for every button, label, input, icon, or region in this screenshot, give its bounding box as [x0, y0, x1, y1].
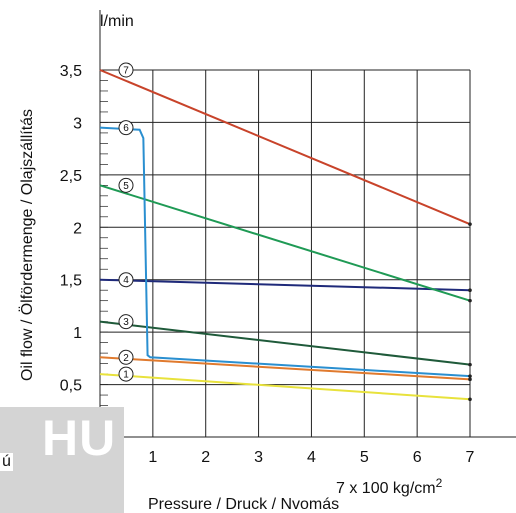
watermark-fragment: ú	[0, 453, 13, 471]
x-axis-unit-text: 7 x 100 kg/cm	[336, 480, 436, 497]
series-endpoint-7	[468, 222, 472, 226]
y-tick-label: 1	[73, 325, 82, 342]
series-endpoint-1	[468, 397, 472, 402]
series-endpoint-3	[468, 362, 472, 367]
series-endpoint-5	[468, 298, 472, 303]
watermark-logo: HU ú	[0, 407, 124, 513]
y-tick-label: 1,5	[60, 273, 82, 290]
y-tick-label: 2	[73, 220, 82, 237]
y-tick-label: 2,5	[60, 168, 82, 185]
x-tick-label: 6	[413, 449, 422, 466]
series-marker-label-2: 2	[123, 353, 129, 364]
x-axis-title: Pressure / Druck / Nvomás	[148, 496, 339, 513]
x-axis-unit: 7 x 100 kg/cm2	[336, 476, 443, 497]
series-marker-1	[118, 366, 134, 382]
x-tick-label: 4	[307, 449, 316, 466]
series-marker-5	[118, 177, 134, 193]
series-marker-label-3: 3	[123, 317, 129, 328]
series-marker-label-7: 7	[123, 66, 129, 77]
series-line-7	[99, 69, 471, 226]
series-endpoint-2	[468, 377, 472, 382]
series-line-6	[99, 126, 471, 378]
series-marker-3	[118, 314, 134, 330]
y-axis-title: Oil flow / Ölfördermenge / Olajszállítás	[18, 109, 36, 381]
x-tick-label: 7	[466, 449, 475, 466]
series-endpoint-6	[468, 374, 472, 378]
y-axis-unit: l/min	[100, 13, 134, 30]
series-line-1	[99, 373, 471, 401]
series-marker-label-6: 6	[123, 123, 129, 134]
series-line-2	[99, 356, 471, 381]
series-markers: 1 2 3 4 5 6 7	[118, 62, 134, 382]
series-marker-label-4: 4	[123, 275, 129, 286]
series-marker-2	[118, 349, 134, 365]
y-tick-label: 0,5	[60, 378, 82, 395]
x-tick-labels: 1 2 3 4 5 6 7	[148, 449, 474, 466]
series-marker-4	[118, 272, 134, 288]
watermark-text: HU	[42, 410, 117, 466]
series-marker-label-5: 5	[123, 181, 129, 192]
x-tick-label: 5	[360, 449, 369, 466]
series-line-5	[99, 184, 471, 302]
series-line-3	[99, 320, 471, 366]
x-tick-label: 1	[148, 449, 157, 466]
x-tick-label: 3	[254, 449, 263, 466]
series-marker-7	[118, 62, 134, 78]
y-tick-labels: 0,5 1 1,5 2 2,5 3 3,5	[60, 63, 82, 395]
y-tick-label: 3,5	[60, 63, 82, 80]
x-axis-unit-superscript: 2	[436, 476, 443, 490]
series-lines	[99, 69, 472, 402]
series-marker-6	[118, 120, 134, 136]
series-line-4	[99, 278, 471, 292]
grid	[99, 10, 516, 438]
series-endpoint-4	[468, 288, 472, 293]
x-tick-label: 2	[201, 449, 210, 466]
series-marker-label-1: 1	[123, 370, 129, 381]
y-tick-label: 3	[73, 115, 82, 132]
